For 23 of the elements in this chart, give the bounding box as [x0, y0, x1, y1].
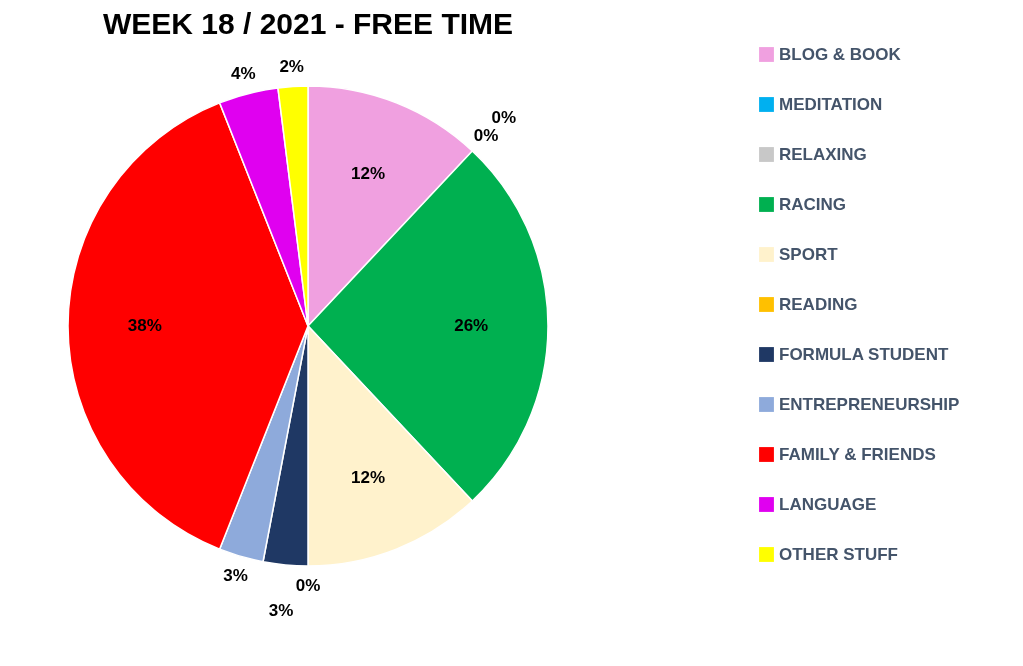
text: 0%	[295, 576, 321, 595]
legend-label: FAMILY & FRIENDS	[779, 444, 936, 464]
data-label: 12%	[351, 467, 386, 487]
legend-label: BLOG & BOOK	[779, 44, 902, 64]
legend-label: OTHER STUFF	[779, 544, 898, 564]
legend-label: RACING	[779, 194, 847, 214]
data-label: 3%	[223, 565, 248, 585]
legend-label: FORMULA STUDENT	[779, 344, 949, 364]
legend-label: MEDITATION	[779, 94, 883, 114]
chart-title: WEEK 18 / 2021 - FREE TIME	[102, 7, 514, 40]
data-label: 38%	[127, 316, 162, 335]
data-label: 4%	[231, 64, 256, 84]
data-label: 3%	[268, 600, 294, 620]
data-label: 12%	[351, 164, 386, 184]
legend-label: READING	[779, 294, 858, 314]
legend-label: ENTREPRENEURSHIP	[779, 394, 960, 414]
text: 0%	[491, 107, 517, 127]
text: 0%	[473, 126, 499, 146]
data-label: 26%	[454, 316, 489, 335]
legend-label: RELAXING	[779, 144, 867, 164]
legend-label: SPORT	[779, 244, 839, 264]
data-label: 2%	[279, 56, 304, 76]
legend-label: LANGUAGE	[779, 494, 877, 514]
